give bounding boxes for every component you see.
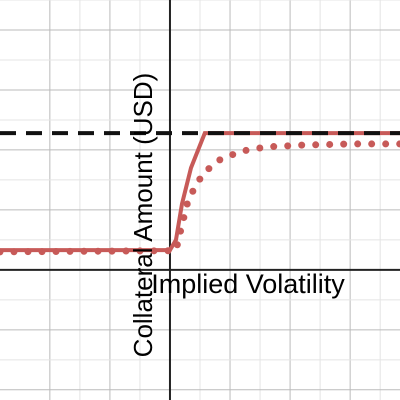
x-axis-label: Implied Volatility	[151, 269, 345, 299]
series-line	[0, 140, 400, 256]
y-axis-label: Collateral Amount (USD)	[128, 73, 158, 358]
lines	[0, 131, 400, 256]
